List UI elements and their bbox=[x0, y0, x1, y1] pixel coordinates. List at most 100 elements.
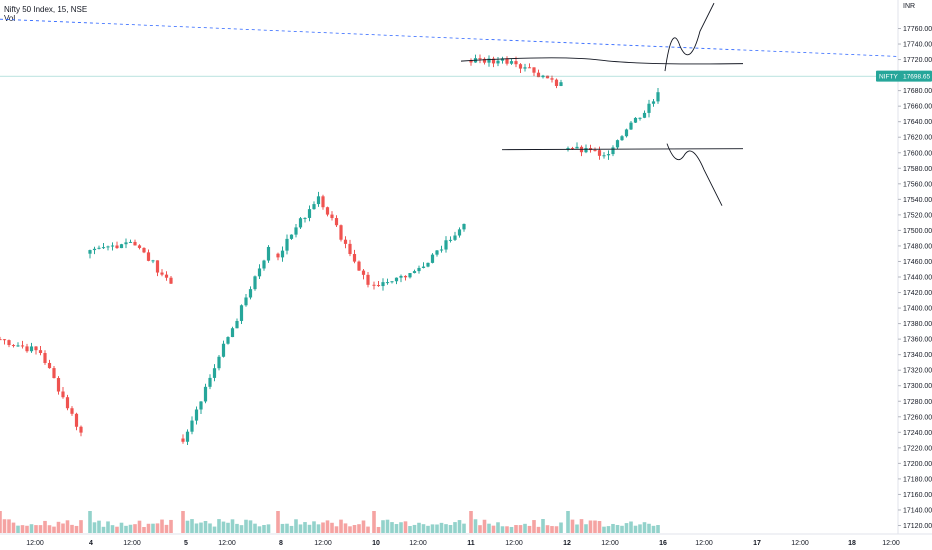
time-tick-label: 12:00 bbox=[791, 540, 809, 547]
volume-bar bbox=[496, 522, 500, 533]
volume-bar bbox=[421, 524, 426, 533]
candle bbox=[11, 345, 16, 347]
volume-bar bbox=[88, 511, 92, 533]
candle bbox=[615, 140, 620, 148]
volume-bar bbox=[169, 519, 173, 533]
candle bbox=[352, 254, 357, 262]
candle bbox=[439, 249, 444, 251]
candle bbox=[133, 241, 137, 246]
candle bbox=[155, 260, 160, 273]
volume-bar bbox=[160, 519, 164, 533]
volume-bar bbox=[457, 520, 462, 533]
candle bbox=[221, 343, 226, 357]
volume-bar bbox=[509, 526, 514, 533]
candle bbox=[633, 117, 638, 123]
volume-bar bbox=[435, 524, 439, 533]
candles bbox=[0, 54, 660, 446]
price-tick-label: 17500.00 bbox=[903, 228, 932, 235]
volume-bar bbox=[554, 526, 559, 533]
volume-bar bbox=[469, 511, 473, 533]
price-tick-label: 17240.00 bbox=[903, 430, 932, 437]
price-tick-label: 17580.00 bbox=[903, 166, 932, 173]
volume-bar bbox=[119, 522, 124, 533]
volume-bar bbox=[208, 523, 212, 533]
volume-bar bbox=[584, 524, 588, 533]
volume-bar bbox=[203, 520, 208, 533]
volume-bar bbox=[257, 526, 262, 533]
price-tick-label: 17120.00 bbox=[903, 523, 932, 530]
volume-bar bbox=[412, 524, 417, 533]
volume-bar bbox=[235, 523, 239, 533]
candle bbox=[185, 431, 190, 442]
support-line[interactable] bbox=[501, 148, 744, 151]
candle bbox=[235, 320, 239, 329]
candle bbox=[52, 368, 56, 379]
volume-bar bbox=[164, 524, 169, 533]
candle bbox=[262, 260, 266, 269]
candle bbox=[399, 275, 403, 278]
candle bbox=[478, 58, 482, 60]
price-tick-label: 17320.00 bbox=[903, 368, 932, 375]
volume-bar bbox=[366, 526, 370, 533]
candle bbox=[487, 58, 491, 63]
volume-bar bbox=[352, 525, 357, 533]
volume-bar bbox=[408, 526, 412, 533]
volume-bar bbox=[16, 525, 20, 533]
candle bbox=[566, 148, 570, 150]
candle bbox=[181, 438, 185, 442]
bearish-scenario[interactable] bbox=[666, 143, 723, 206]
candle bbox=[417, 267, 421, 272]
volume-bar bbox=[361, 520, 366, 533]
candle bbox=[110, 245, 115, 247]
volume-bar bbox=[597, 521, 602, 533]
volume-bar bbox=[527, 525, 532, 533]
price-tick-label: 17360.00 bbox=[903, 337, 932, 344]
volume-bar bbox=[339, 519, 343, 533]
volume-bar bbox=[593, 520, 597, 533]
volume-bar bbox=[505, 526, 509, 533]
candle bbox=[230, 328, 235, 338]
volume-bar bbox=[29, 524, 34, 533]
chart-title: Nifty 50 Index, 15, NSE bbox=[4, 5, 88, 14]
volume-bar bbox=[56, 521, 61, 533]
bullish-scenario[interactable] bbox=[664, 2, 715, 72]
volume-bar bbox=[190, 519, 194, 533]
candle bbox=[435, 250, 439, 255]
resistance-line[interactable] bbox=[460, 57, 744, 65]
candle bbox=[325, 207, 330, 215]
time-tick-label: 12 bbox=[563, 540, 571, 547]
candle bbox=[2, 339, 7, 341]
time-tick-label: 12:00 bbox=[695, 540, 713, 547]
candle bbox=[593, 150, 597, 152]
candle bbox=[29, 346, 34, 352]
volume-bar bbox=[482, 519, 487, 533]
last-price-badge: NIFTY 17698.65 bbox=[876, 70, 932, 82]
price-tick-label: 17480.00 bbox=[903, 243, 932, 250]
volume-bar bbox=[651, 525, 656, 533]
trendline[interactable] bbox=[0, 18, 899, 57]
candle bbox=[376, 285, 381, 287]
candle bbox=[70, 408, 74, 414]
candle bbox=[554, 79, 559, 86]
time-tick-label: 12:00 bbox=[123, 540, 141, 547]
price-tick-label: 17220.00 bbox=[903, 445, 932, 452]
candle bbox=[647, 103, 651, 113]
volume-bar bbox=[115, 526, 119, 533]
candle bbox=[0, 339, 2, 341]
volume-bar bbox=[656, 525, 660, 533]
candle bbox=[119, 244, 124, 249]
candle bbox=[25, 346, 29, 352]
candle bbox=[514, 61, 518, 65]
candle bbox=[294, 227, 298, 235]
candle bbox=[527, 67, 532, 69]
candle bbox=[303, 217, 307, 219]
volume-bar bbox=[137, 520, 142, 533]
candle bbox=[20, 345, 25, 347]
volume-bar bbox=[230, 519, 235, 533]
candle bbox=[469, 60, 473, 63]
volume-bar bbox=[280, 523, 285, 533]
candle bbox=[651, 101, 656, 104]
volume-bar bbox=[348, 526, 352, 533]
price-tick-label: 17140.00 bbox=[903, 507, 932, 514]
